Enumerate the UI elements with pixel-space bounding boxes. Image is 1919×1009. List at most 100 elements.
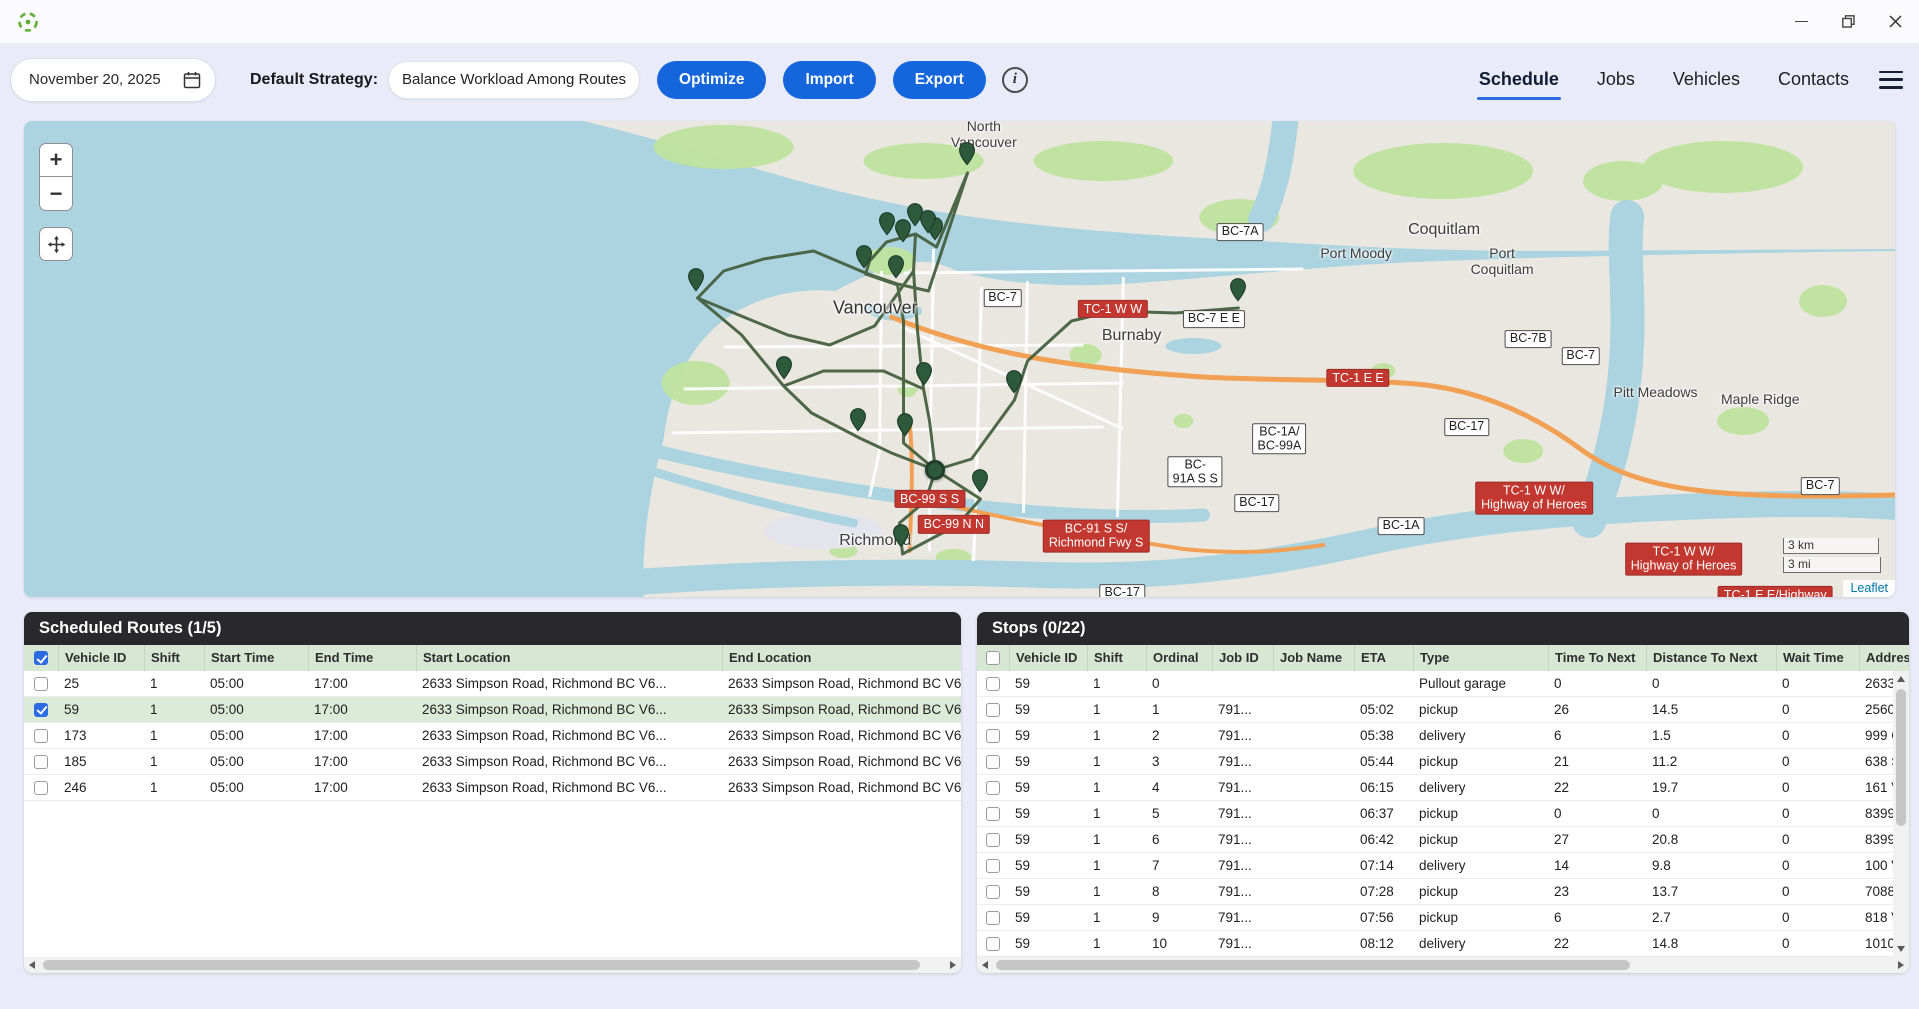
stop-marker-icon[interactable] [878, 212, 895, 241]
col-start-location[interactable]: Start Location [416, 645, 722, 671]
nav-tab-schedule[interactable]: Schedule [1476, 63, 1561, 100]
select-all-checkbox[interactable] [34, 651, 48, 665]
nav-tab-contacts[interactable]: Contacts [1777, 69, 1849, 89]
row-checkbox[interactable] [986, 910, 1000, 925]
routes-horizontal-scrollbar[interactable] [24, 957, 961, 973]
stop-marker-icon[interactable] [972, 469, 989, 498]
col-end-location[interactable]: End Location [722, 645, 961, 671]
row-checkbox[interactable] [34, 676, 48, 691]
stop-marker-icon[interactable] [1230, 278, 1247, 307]
zoom-out-button[interactable]: − [39, 177, 73, 211]
select-all-checkbox[interactable] [986, 651, 1000, 665]
depot-marker-icon[interactable] [925, 459, 946, 480]
map[interactable]: North Vancouver Vancouver Burnaby Coquitlam… [24, 121, 1895, 597]
stop-row[interactable]: 59 1 10 791... 08:12 delivery 22 14.8 0 1010 [977, 931, 1893, 957]
row-checkbox[interactable] [986, 806, 1000, 821]
col-shift[interactable]: Shift [1087, 645, 1146, 671]
col-wait-time[interactable]: Wait Time [1776, 645, 1859, 671]
route-row[interactable]: 59 1 05:00 17:00 2633 Simpson Road, Richmond… [24, 697, 961, 723]
stop-marker-icon[interactable] [919, 210, 936, 239]
stop-marker-icon[interactable] [895, 219, 912, 248]
stop-marker-icon[interactable] [906, 203, 923, 232]
zoom-in-button[interactable]: + [39, 143, 73, 177]
minimize-button[interactable] [1778, 0, 1825, 43]
stop-row[interactable]: 59 1 7 791... 07:14 delivery 14 9.8 0 100 V [977, 853, 1893, 879]
stop-marker-icon[interactable] [850, 408, 867, 437]
stop-marker-icon[interactable] [893, 524, 910, 553]
route-row[interactable]: 246 1 05:00 17:00 2633 Simpson Road, Richmon… [24, 775, 961, 801]
row-checkbox[interactable] [986, 858, 1000, 873]
stop-marker-icon[interactable] [687, 268, 704, 297]
recenter-button[interactable] [39, 227, 73, 261]
stop-row[interactable]: 59 1 9 791... 07:56 pickup 6 2.7 0 818 V [977, 905, 1893, 931]
col-type[interactable]: Type [1413, 645, 1548, 671]
stop-row[interactable]: 59 1 2 791... 05:38 delivery 6 1.5 0 999 C [977, 723, 1893, 749]
restore-button[interactable] [1825, 0, 1872, 43]
row-checkbox[interactable] [34, 728, 48, 743]
stop-row[interactable]: 59 1 5 791... 06:37 pickup 0 0 0 8399 [977, 801, 1893, 827]
col-ordinal[interactable]: Ordinal [1146, 645, 1212, 671]
scroll-right-button[interactable] [945, 957, 961, 973]
cell-address: 1010 [1865, 936, 1893, 951]
stop-marker-icon[interactable] [887, 254, 904, 284]
leaflet-attribution[interactable]: Leaflet [1843, 580, 1895, 597]
stop-row[interactable]: 59 1 0 Pullout garage 0 0 0 2633 [977, 671, 1893, 697]
export-button[interactable]: Export [892, 60, 986, 99]
scrollbar-thumb[interactable] [43, 960, 920, 970]
import-button[interactable]: Import [783, 60, 876, 99]
scroll-left-button[interactable] [24, 957, 40, 973]
route-row[interactable]: 173 1 05:00 17:00 2633 Simpson Road, Richmon… [24, 723, 961, 749]
row-checkbox[interactable] [34, 780, 48, 795]
stop-marker-icon[interactable] [775, 356, 792, 385]
route-row[interactable]: 25 1 05:00 17:00 2633 Simpson Road, Richmond… [24, 671, 961, 697]
stop-row[interactable]: 59 1 4 791... 06:15 delivery 22 19.7 0 161 V [977, 775, 1893, 801]
col-end-time[interactable]: End Time [308, 645, 416, 671]
scroll-right-button[interactable] [1893, 957, 1909, 973]
row-checkbox[interactable] [986, 832, 1000, 847]
stop-marker-icon[interactable] [1005, 370, 1022, 399]
stop-row[interactable]: 59 1 6 791... 06:42 pickup 27 20.8 0 8399 [977, 827, 1893, 853]
col-time-to-next[interactable]: Time To Next [1548, 645, 1646, 671]
row-checkbox[interactable] [986, 936, 1000, 951]
stop-marker-icon[interactable] [897, 412, 914, 442]
route-row[interactable]: 185 1 05:00 17:00 2633 Simpson Road, Richmon… [24, 749, 961, 775]
row-checkbox[interactable] [34, 754, 48, 769]
nav-tab-vehicles[interactable]: Vehicles [1672, 69, 1740, 89]
scroll-up-button[interactable] [1893, 671, 1909, 687]
nav-tab-jobs[interactable]: Jobs [1596, 69, 1635, 89]
scroll-left-button[interactable] [977, 957, 993, 973]
col-distance-to-next[interactable]: Distance To Next [1646, 645, 1776, 671]
row-checkbox[interactable] [986, 676, 1000, 691]
close-button[interactable] [1872, 0, 1919, 43]
row-checkbox[interactable] [986, 728, 1000, 743]
stops-vertical-scrollbar[interactable] [1893, 671, 1909, 957]
col-job-name[interactable]: Job Name [1273, 645, 1354, 671]
stop-row[interactable]: 59 1 3 791... 05:44 pickup 21 11.2 0 638 S [977, 749, 1893, 775]
scrollbar-thumb[interactable] [996, 960, 1630, 970]
col-job-id[interactable]: Job ID [1212, 645, 1273, 671]
row-checkbox[interactable] [986, 702, 1000, 717]
scroll-down-button[interactable] [1893, 941, 1909, 957]
row-checkbox[interactable] [986, 780, 1000, 795]
row-checkbox[interactable] [34, 702, 48, 717]
info-icon[interactable]: i [1001, 66, 1028, 93]
row-checkbox[interactable] [986, 754, 1000, 769]
stop-marker-icon[interactable] [856, 244, 873, 274]
col-start-time[interactable]: Start Time [204, 645, 308, 671]
col-eta[interactable]: ETA [1354, 645, 1413, 671]
optimize-button[interactable]: Optimize [657, 60, 767, 99]
col-shift[interactable]: Shift [144, 645, 204, 671]
stops-horizontal-scrollbar[interactable] [977, 957, 1909, 973]
stop-row[interactable]: 59 1 1 791... 05:02 pickup 26 14.5 0 2560 [977, 697, 1893, 723]
strategy-select[interactable]: Balance Workload Among Routes [388, 60, 641, 99]
stop-row[interactable]: 59 1 8 791... 07:28 pickup 23 13.7 0 7088 [977, 879, 1893, 905]
col-vehicle-id[interactable]: Vehicle ID [58, 645, 144, 671]
col-vehicle-id[interactable]: Vehicle ID [1009, 645, 1087, 671]
row-checkbox[interactable] [986, 884, 1000, 899]
scrollbar-thumb[interactable] [1896, 689, 1906, 827]
col-address[interactable]: Address [1859, 645, 1909, 671]
stop-marker-icon[interactable] [915, 362, 932, 391]
date-picker[interactable]: November 20, 2025 [10, 57, 216, 102]
menu-icon[interactable] [1879, 70, 1903, 89]
stop-marker-icon[interactable] [958, 142, 975, 171]
